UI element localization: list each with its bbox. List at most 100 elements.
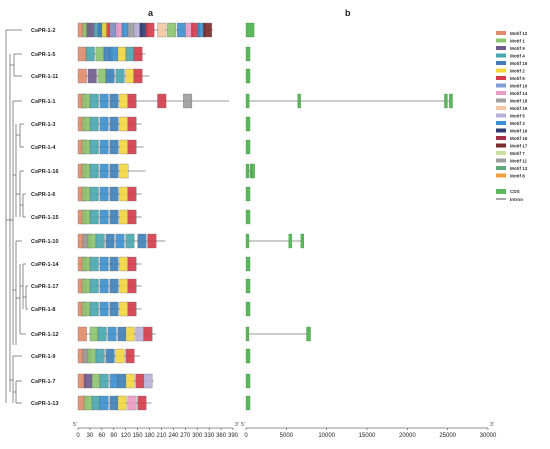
motif-block — [135, 326, 145, 342]
legend-swatch — [496, 166, 506, 170]
cds-block — [245, 256, 251, 272]
gene-label: CsPR-1-16 — [31, 169, 59, 175]
motif-block — [147, 233, 157, 249]
motif-block — [99, 116, 109, 132]
axis-start: 5' — [73, 422, 77, 428]
legend-label: Motif 16 — [510, 129, 528, 134]
gene-label: CsPR-1-1 — [31, 99, 55, 105]
motif-block — [83, 395, 93, 411]
motif-block — [117, 373, 127, 389]
axis-tick-label: 330 — [204, 433, 215, 439]
legend-label: Motif 16 — [510, 136, 528, 141]
motif-block — [127, 93, 137, 109]
motif-block — [125, 68, 135, 84]
cds-block — [245, 46, 251, 62]
legend-label: Motif 9 — [510, 46, 525, 51]
motif-block — [119, 209, 129, 225]
gene-label: CsPR-1-10 — [31, 239, 59, 245]
motif-block — [89, 278, 99, 294]
legend-swatch — [496, 173, 506, 178]
motif-block — [105, 68, 115, 84]
gene-label: CsPR-1-14 — [31, 262, 59, 268]
cds-block — [245, 163, 250, 179]
legend-label: Motif 13 — [510, 166, 528, 171]
motif-block — [109, 186, 119, 202]
legend-swatch — [496, 76, 506, 80]
axis-tick-label: 150 — [133, 433, 144, 439]
motif-block — [97, 68, 107, 84]
motif-block — [87, 348, 97, 364]
legend-swatch — [496, 68, 506, 73]
motif-block — [99, 209, 109, 225]
motif-block — [105, 348, 115, 364]
gene-label: CsPR-1-6 — [31, 192, 55, 198]
motif-block — [95, 233, 105, 249]
cds-block — [444, 93, 448, 109]
legend-label: Motif 10 — [510, 84, 528, 89]
cds-block — [245, 395, 251, 411]
motif-block — [99, 256, 109, 272]
motif-block — [89, 301, 99, 317]
motif-block — [115, 68, 125, 84]
phylogenetic-tree — [5, 29, 28, 404]
legend-label: Motif 14 — [510, 91, 528, 96]
cds-block — [245, 68, 251, 84]
motif-block — [109, 163, 119, 179]
legend-label: Motif 11 — [510, 159, 528, 164]
motif-block — [89, 326, 99, 342]
legend-swatch — [496, 121, 506, 125]
axis-end: 3' — [235, 422, 239, 428]
motif-block — [133, 68, 143, 84]
motif-block — [127, 301, 137, 317]
axis-tick-label: 0 — [244, 433, 248, 439]
motif-block — [119, 116, 129, 132]
legend-label: Motif 2 — [510, 69, 525, 74]
legend-label: Motif 12 — [510, 31, 528, 36]
motif-block — [127, 278, 137, 294]
motif-block — [143, 326, 153, 342]
gene-label: CsPR-1-12 — [31, 332, 59, 338]
motif-block — [109, 278, 119, 294]
legend-label: Motif 7 — [510, 151, 525, 156]
gene-label: CsPR-1-8 — [31, 307, 55, 313]
legend-swatch — [496, 106, 506, 110]
legend-swatch — [496, 31, 506, 35]
gene-label: CsPR-1-7 — [31, 379, 55, 385]
axis-tick-label: 5000 — [280, 433, 294, 439]
legend-swatch — [496, 91, 506, 95]
motif-block — [157, 93, 167, 109]
motif-block — [87, 68, 97, 84]
motif-length-axis: 0 30 60 90 120 150 180 210 240 270 300 330 360 390 5' 3… — [73, 422, 239, 439]
motif-block — [119, 301, 129, 317]
cds-block — [245, 139, 251, 155]
legend-label: Motif 8 — [510, 174, 525, 179]
motif-block — [127, 139, 137, 155]
motif-block — [99, 139, 109, 155]
motif-block — [95, 46, 105, 62]
motif-block — [127, 116, 137, 132]
motif-block — [115, 233, 125, 249]
motif-legend: Motif 12 Motif 1 Motif 9 Motif 4 Motif 15 Mot… — [496, 31, 528, 202]
motif-block — [81, 301, 91, 317]
motif-block — [85, 46, 95, 62]
motif-block — [137, 233, 147, 249]
legend-label: Motif 4 — [510, 54, 525, 59]
motif-block — [119, 139, 129, 155]
motif-block — [125, 46, 135, 62]
gene-label: CsPR-1-9 — [31, 354, 55, 360]
legend-swatch — [496, 113, 506, 118]
legend-swatch — [496, 46, 506, 50]
motif-block — [117, 326, 127, 342]
legend-swatch — [496, 98, 506, 103]
legend-label: Motif 19 — [510, 106, 528, 111]
motif-block — [81, 256, 91, 272]
cds-block — [245, 373, 251, 389]
axis-tick-label: 360 — [216, 433, 227, 439]
motif-block — [99, 301, 109, 317]
gene-label: CsPR-1-15 — [31, 215, 59, 221]
cds-block — [245, 93, 250, 109]
motif-block — [137, 395, 147, 411]
gene-label: CsPR-1-11 — [31, 74, 58, 80]
cds-block — [251, 163, 255, 179]
legend-swatch — [496, 151, 506, 155]
